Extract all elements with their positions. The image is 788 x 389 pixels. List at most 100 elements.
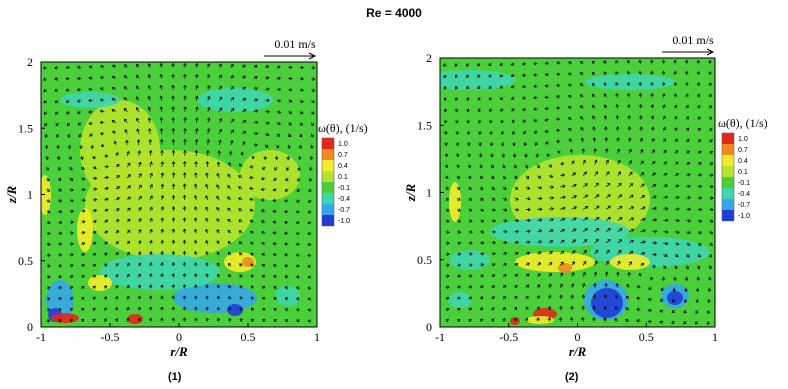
velocity-vector-head <box>116 186 121 190</box>
velocity-vector-head <box>579 94 584 98</box>
velocity-vector-head <box>617 171 622 175</box>
velocity-vector-head <box>583 260 587 265</box>
velocity-vector-head <box>136 74 140 78</box>
velocity-vector-head <box>56 145 60 150</box>
velocity-vector-head <box>488 74 492 78</box>
velocity-vector-head <box>544 72 548 77</box>
velocity-vector-head <box>504 240 508 245</box>
velocity-vector-head <box>195 84 199 89</box>
velocity-vector-head <box>709 254 713 258</box>
colorbar-swatch <box>722 210 734 221</box>
velocity-vector <box>238 186 243 190</box>
velocity-vector-head <box>696 59 700 64</box>
velocity-vector-head <box>81 263 85 268</box>
velocity-vector-head <box>58 177 62 182</box>
velocity-vector-head <box>115 274 119 278</box>
velocity-vector-head <box>111 97 115 102</box>
velocity-vector-head <box>311 99 315 104</box>
velocity-vector-head <box>70 253 74 257</box>
velocity-vector-head <box>659 298 664 302</box>
velocity-vector-head <box>556 61 560 65</box>
velocity-vector-head <box>295 297 300 301</box>
velocity-vector-head <box>525 165 529 169</box>
velocity-vector-head <box>510 62 514 66</box>
velocity-vector-head <box>147 127 152 132</box>
x-tick-label: 0 <box>176 330 182 344</box>
colorbar-swatch <box>322 149 334 160</box>
velocity-vector <box>571 272 575 277</box>
velocity-vector <box>227 174 232 179</box>
velocity-vector-head <box>580 116 584 120</box>
velocity-vector-head <box>65 99 70 103</box>
velocity-vector-head <box>468 186 472 190</box>
velocity-vector-head <box>307 264 311 269</box>
velocity-vector-head <box>446 219 450 223</box>
velocity-vector-head <box>456 186 461 190</box>
velocity-vector <box>205 184 209 190</box>
velocity-vector-head <box>90 145 95 149</box>
velocity-vector-head <box>582 159 586 163</box>
velocity-vector-head <box>604 282 608 286</box>
velocity-vector-head <box>480 296 484 300</box>
velocity-vector-head <box>581 316 585 321</box>
colorbar-tick-label: 0.7 <box>738 147 748 154</box>
velocity-vector <box>560 207 566 210</box>
velocity-vector-head <box>272 188 276 192</box>
velocity-vector-head <box>92 307 96 311</box>
velocity-vector-head <box>636 319 640 323</box>
velocity-vector-head <box>136 139 141 143</box>
velocity-vector-head <box>710 196 714 200</box>
velocity-vector-head <box>458 252 462 256</box>
velocity-vector-head <box>239 296 243 300</box>
velocity-vector-head <box>307 231 311 236</box>
velocity-vector-head <box>159 84 163 89</box>
velocity-vector-head <box>126 150 130 155</box>
velocity-vector-head <box>272 253 277 257</box>
velocity-vector-head <box>651 137 655 142</box>
velocity-vector <box>124 129 128 134</box>
velocity-vector-head <box>81 307 85 312</box>
velocity-vector <box>663 196 668 199</box>
velocity-vector-head <box>603 104 608 108</box>
velocity-vector-head <box>698 242 702 246</box>
velocity-vector <box>617 239 622 244</box>
velocity-vector-head <box>595 182 599 186</box>
velocity-vector-head <box>284 319 289 323</box>
velocity-vector-head <box>227 207 231 211</box>
velocity-vector-head <box>630 250 634 254</box>
velocity-vector-head <box>570 283 575 287</box>
velocity-vector-head <box>297 167 302 172</box>
velocity-vector-head <box>491 296 495 300</box>
velocity-vector-head <box>469 230 473 234</box>
velocity-vector-head <box>607 205 611 209</box>
velocity-vector-head <box>558 316 563 321</box>
velocity-vector-head <box>308 178 313 182</box>
velocity-vector-head <box>550 218 555 222</box>
velocity-vector-head <box>446 208 450 212</box>
velocity-vector-head <box>479 175 483 180</box>
velocity-vector-head <box>503 186 507 190</box>
velocity-vector-head <box>480 208 485 212</box>
velocity-vector-head <box>194 306 198 310</box>
velocity-vector-head <box>619 217 623 221</box>
velocity-vector-head <box>685 82 689 86</box>
velocity-vector-head <box>548 294 552 299</box>
velocity-vector-head <box>684 59 689 63</box>
velocity-vector-head <box>171 306 176 310</box>
velocity-vector-head <box>206 128 211 132</box>
velocity-vector-head <box>685 116 689 120</box>
velocity-vector-head <box>88 76 92 80</box>
velocity-vector-head <box>491 176 495 180</box>
velocity-vector-head <box>171 172 176 176</box>
velocity-vector-head <box>171 239 176 243</box>
velocity-vector <box>537 230 542 233</box>
vorticity-patch <box>100 254 220 290</box>
velocity-vector-head <box>638 92 643 97</box>
velocity-vector-head <box>312 65 316 70</box>
velocity-vector-head <box>70 188 74 192</box>
velocity-vector-head <box>194 138 199 143</box>
velocity-vector-head <box>504 218 508 223</box>
velocity-vector-head <box>266 121 270 125</box>
velocity-vector <box>605 182 611 188</box>
